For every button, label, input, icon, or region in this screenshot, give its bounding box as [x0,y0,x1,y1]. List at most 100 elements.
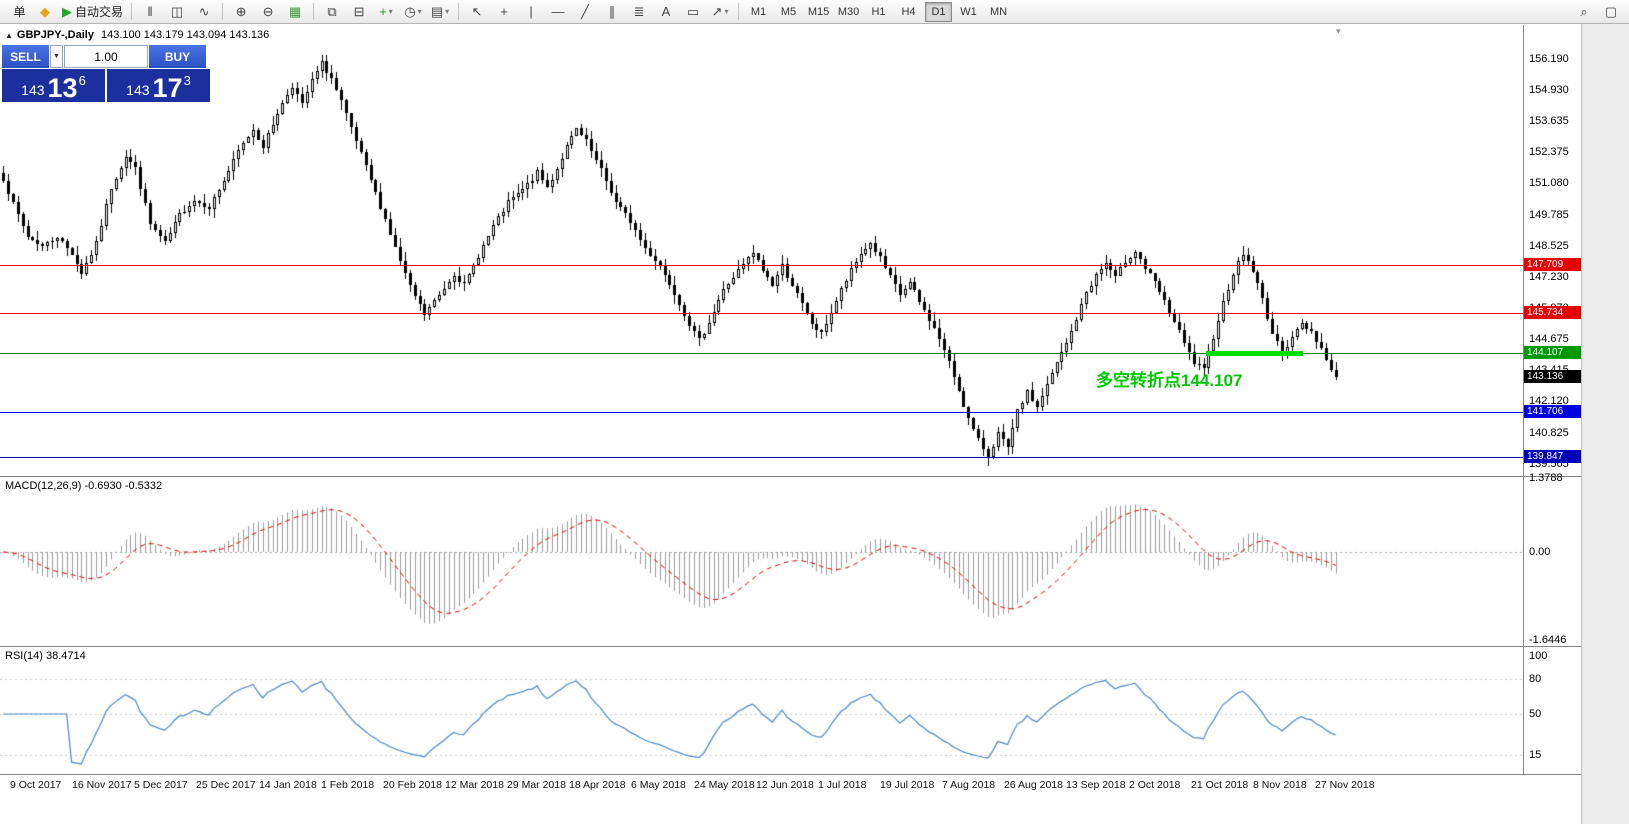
grid-icon-glyph: ▦ [288,3,302,19]
sell-button[interactable]: SELL [2,45,49,68]
date-axis-label: 26 Aug 2018 [1004,779,1063,791]
horizontal-line-tool[interactable]: — [545,2,571,22]
line-chart-icon[interactable]: ∿ [191,2,217,22]
bar-chart-icon[interactable]: ǁ [137,2,163,22]
timeframe-m1-button[interactable]: M1 [750,5,767,18]
vertical-line-tool[interactable]: | [518,2,544,22]
data-window-icon[interactable]: ▢ [1598,2,1624,22]
timeframe-h4-button[interactable]: H4 [901,5,916,18]
date-axis-label: 7 Aug 2018 [942,779,996,791]
main-toolbar: 单 ◆ ▶ 自动交易 ǁ ◫ ∿ ⊕ ⊖ ▦ ⧉ ⊟ + ▾ ◷ ▾ ▤ ▾ ↖ + | — ╱ ∥ ≣ A ▭ ↗ ▾ M1 M5 M15 M… [0,0,1629,24]
timeframe-h1-button[interactable]: H1 [871,5,886,18]
date-axis-label: 29 Mar 2018 [507,779,566,791]
zoom-in-icon-glyph: ⊕ [235,3,247,19]
arrange-windows-icon[interactable]: ⊟ [346,2,372,22]
price-axis-label: 152.375 [1529,146,1569,158]
panel-toggle-icon[interactable]: ▲ [5,30,13,40]
price-hline[interactable] [0,412,1523,413]
sell-price-button[interactable]: 143 13 6 [2,69,105,102]
app-icon-glyph: ◆ [40,3,50,19]
price-axis-label: 153.635 [1529,115,1569,127]
timeframe-d1-button[interactable]: D1 [925,1,953,22]
bar-chart-icon-glyph: ǁ [147,4,153,19]
chart-text-annotation[interactable]: 多空转折点144.107 [1096,371,1243,390]
date-axis-label: 12 Mar 2018 [445,779,504,791]
date-axis-label: 13 Sep 2018 [1066,779,1126,791]
price-axis-border [1523,25,1524,775]
text-tool[interactable]: A [653,2,679,22]
timeframe-w1-button[interactable]: W1 [960,5,977,18]
autotrading-button[interactable]: ▶ 自动交易 [59,2,126,22]
price-axis-label: 140.825 [1529,427,1569,439]
chart-shift-marker-icon[interactable]: ▾ [1336,26,1341,36]
indicators-button[interactable]: + ▾ [373,2,399,22]
price-axis-label: 156.190 [1529,53,1569,65]
crosshair-tool-glyph: + [500,4,508,19]
rsi-indicator-canvas[interactable] [0,647,1523,774]
cursor-tool[interactable]: ↖ [464,2,490,22]
zoom-in-icon[interactable]: ⊕ [228,2,254,22]
buy-price-pips: 17 [152,73,183,104]
buy-button[interactable]: BUY [149,45,206,68]
toolbar-separator [313,3,315,20]
macd-axis-label: 1.3788 [1529,472,1563,484]
buy-price-main: 143 [126,82,150,98]
price-hline[interactable] [0,313,1523,314]
buy-price-button[interactable]: 143 17 3 [107,69,210,102]
pane-splitter[interactable] [0,646,1581,647]
price-hline-tag: 144.107 [1524,346,1581,359]
dropdown-arrow-icon: ▾ [388,7,393,16]
price-axis-label: 147.230 [1529,271,1569,283]
pane-splitter[interactable] [0,476,1581,477]
date-axis-label: 1 Feb 2018 [321,779,375,791]
label-tool-glyph: ▭ [686,3,700,19]
timeframe-m15-button[interactable]: M15 [807,5,830,18]
timeframe-mn-button[interactable]: MN [989,5,1008,18]
grid-icon[interactable]: ▦ [282,2,308,22]
price-hline-tag: 147.709 [1524,258,1581,271]
dropdown-arrow-icon: ▾ [445,7,450,16]
tile-windows-icon[interactable]: ⧉ [319,2,345,22]
price-axis-label: 148.525 [1529,240,1569,252]
volume-stepper[interactable]: ▼ [50,45,63,68]
date-axis-label: 24 May 2018 [694,779,755,791]
dropdown-arrow-icon: ▾ [724,7,729,16]
arrows-tool[interactable]: ↗ ▾ [707,2,733,22]
label-tool[interactable]: ▭ [680,2,706,22]
candlestick-chart-icon[interactable]: ◫ [164,2,190,22]
price-hline[interactable] [0,353,1523,354]
pane-splitter[interactable] [0,774,1581,775]
toolbar-separator [738,3,740,20]
periods-button[interactable]: ◷ ▾ [400,2,426,22]
rsi-axis-label: 100 [1529,650,1548,662]
date-axis-label: 25 Dec 2017 [196,779,256,791]
channel-tool-glyph: ∥ [608,3,616,19]
crosshair-tool[interactable]: + [491,2,517,22]
fibonacci-tool-glyph: ≣ [633,3,645,19]
timeframe-m30-button[interactable]: M30 [837,5,860,18]
app-icon[interactable]: ◆ [32,2,58,22]
price-hline[interactable] [0,457,1523,458]
search-icon-glyph: ⌕ [1580,3,1588,19]
trendline-tool-glyph: ╱ [581,3,589,19]
price-hline-tag: 145.734 [1524,306,1581,319]
zoom-out-icon[interactable]: ⊖ [255,2,281,22]
toolbar-separator [458,3,460,20]
cursor-tool-glyph: ↖ [471,3,483,19]
channel-tool[interactable]: ∥ [599,2,625,22]
fibonacci-tool[interactable]: ≣ [626,2,652,22]
volume-input[interactable] [64,45,148,68]
trend-segment[interactable] [1206,351,1303,356]
trendline-tool[interactable]: ╱ [572,2,598,22]
date-axis-label: 16 Nov 2017 [72,779,132,791]
tile-windows-icon-glyph: ⧉ [327,3,337,19]
templates-button[interactable]: ▤ ▾ [427,2,453,22]
new-order-button[interactable]: 单 [5,2,31,22]
search-icon[interactable]: ⌕ [1571,2,1597,22]
toolbar-separator [222,3,224,20]
data-window-icon-glyph: ▢ [1604,3,1618,19]
macd-indicator-canvas[interactable] [0,477,1523,646]
price-chart-canvas[interactable] [0,25,1523,476]
timeframe-m5-button[interactable]: M5 [780,5,797,18]
price-hline[interactable] [0,265,1523,266]
